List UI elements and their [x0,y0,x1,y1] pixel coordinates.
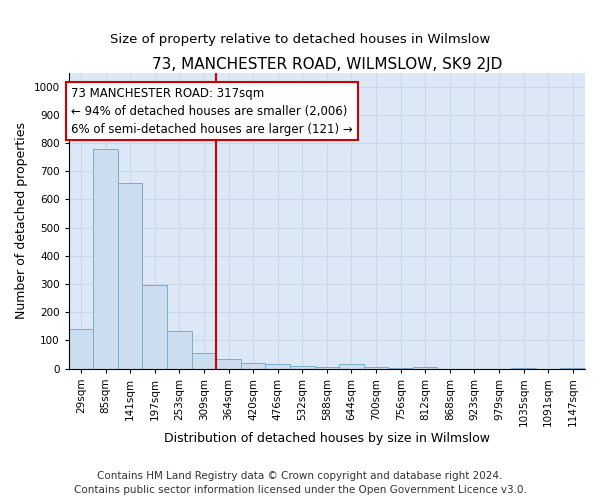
Y-axis label: Number of detached properties: Number of detached properties [15,122,28,319]
X-axis label: Distribution of detached houses by size in Wilmslow: Distribution of detached houses by size … [164,432,490,445]
Bar [69,329,93,368]
Bar [265,364,290,368]
Bar [216,359,241,368]
Bar [339,364,364,368]
Title: 73, MANCHESTER ROAD, WILMSLOW, SK9 2JD: 73, MANCHESTER ROAD, WILMSLOW, SK9 2JD [152,58,502,72]
Bar [241,363,265,368]
Bar [191,353,216,368]
Text: 73 MANCHESTER ROAD: 317sqm
← 94% of detached houses are smaller (2,006)
6% of se: 73 MANCHESTER ROAD: 317sqm ← 94% of deta… [71,86,353,136]
Bar [142,286,167,368]
Bar [93,148,118,368]
Bar [167,330,191,368]
Bar [118,182,142,368]
Text: Size of property relative to detached houses in Wilmslow: Size of property relative to detached ho… [110,32,490,46]
Bar [290,366,314,368]
Text: Contains HM Land Registry data © Crown copyright and database right 2024.
Contai: Contains HM Land Registry data © Crown c… [74,471,526,495]
